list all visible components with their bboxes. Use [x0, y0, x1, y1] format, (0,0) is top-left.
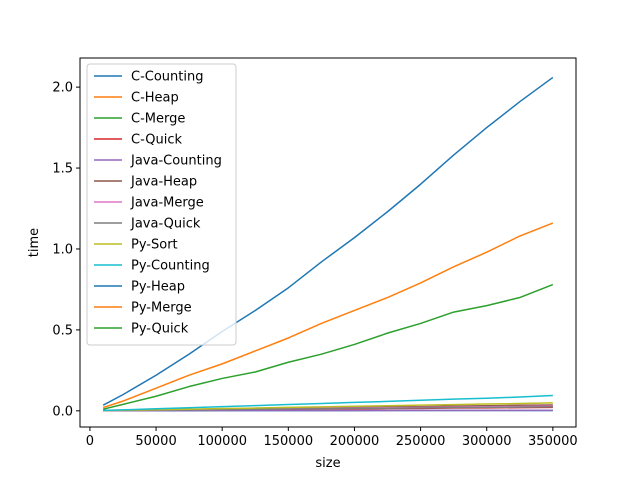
x-tick-label: 50000 — [135, 434, 176, 449]
y-axis: 0.0 0.5 1.0 1.5 2.0 — [52, 81, 80, 419]
legend-entry-label: Java-Merge — [130, 196, 204, 211]
legend-entry-label: C-Heap — [131, 91, 179, 106]
x-tick-label: 0 — [86, 434, 94, 449]
x-tick-label: 350000 — [528, 434, 578, 449]
y-tick-label: 1.5 — [52, 162, 73, 177]
x-tick-label: 150000 — [263, 434, 313, 449]
y-tick-label: 1.0 — [52, 242, 73, 257]
legend-entry-label: Py-Merge — [131, 301, 192, 316]
y-axis-label: time — [27, 228, 42, 257]
legend-entry-label: C-Quick — [131, 133, 182, 148]
legend-entry-label: C-Counting — [131, 70, 203, 85]
legend: C-Counting C-Heap C-Merge C-Quick Java-Count… — [86, 63, 237, 346]
legend-box — [86, 63, 237, 346]
series-line-12 — [102, 283, 554, 410]
series-line-8 — [103, 402, 553, 412]
x-tick-label: 250000 — [396, 434, 446, 449]
plot-frame — [79, 57, 577, 428]
series-line-10 — [102, 76, 554, 406]
x-tick-label: 100000 — [197, 434, 247, 449]
series-line-11 — [102, 222, 554, 409]
x-axis: 0 50000 100000 150000 200000 250000 300000 3500… — [86, 427, 578, 449]
y-tick-label: 0.0 — [52, 404, 73, 419]
legend-entry-label: C-Merge — [131, 112, 185, 127]
y-tick-label: 2.0 — [52, 81, 73, 96]
legend-entry-label: Java-Quick — [130, 217, 201, 232]
legend-entry-label: Py-Quick — [131, 322, 189, 337]
legend-entry-label: Py-Heap — [131, 280, 185, 295]
series-line-9 — [103, 394, 553, 412]
y-tick-label: 0.5 — [52, 323, 73, 338]
legend-entry-label: Java-Counting — [130, 154, 222, 169]
legend-entry-label: Java-Heap — [130, 175, 197, 190]
legend-entry-label: Py-Sort — [131, 238, 178, 253]
series-layer — [102, 76, 554, 412]
x-axis-label: size — [315, 456, 340, 471]
x-tick-label: 300000 — [462, 434, 512, 449]
legend-entry-label: Py-Counting — [131, 259, 210, 274]
x-tick-label: 200000 — [330, 434, 380, 449]
